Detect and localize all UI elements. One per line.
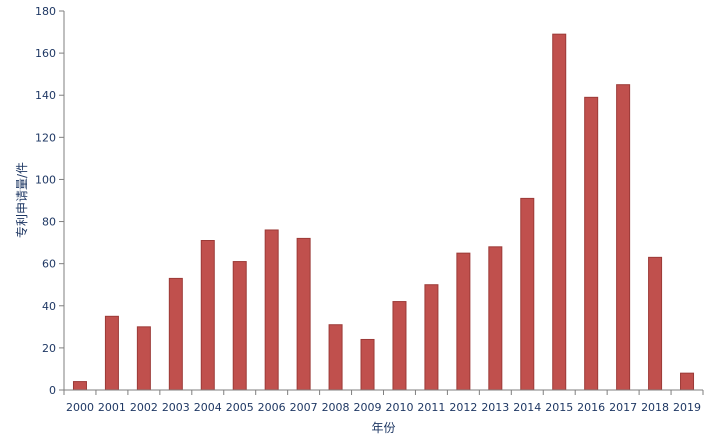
bar-2000	[72, 381, 87, 391]
bar-2011	[424, 284, 439, 391]
y-tick-label: 0	[49, 384, 56, 397]
bars-group	[72, 33, 695, 391]
x-tick-label: 2019	[673, 401, 701, 414]
bar-2009	[360, 338, 375, 391]
bar-2005	[232, 261, 247, 391]
bar-2002	[136, 326, 151, 391]
bar-2001	[104, 315, 119, 391]
x-tick-label: 2011	[417, 401, 445, 414]
y-tick-label: 120	[35, 131, 56, 144]
x-tick-label: 2014	[513, 401, 541, 414]
x-tick-label: 2005	[226, 401, 254, 414]
x-tick-label: 2006	[258, 401, 286, 414]
x-axis-ticks: 2000 2001 2002 2003 2004 2005 2006 2007 2008 2009…	[63, 390, 704, 414]
x-tick-label: 2002	[130, 401, 158, 414]
bar-2016	[584, 96, 599, 391]
bar-2014	[520, 197, 535, 391]
bar-2004	[200, 240, 215, 391]
x-axis-title: 年份	[371, 421, 395, 435]
bar-2018	[648, 256, 663, 391]
y-tick-label: 80	[42, 216, 56, 229]
bar-2013	[488, 246, 503, 391]
x-tick-label: 2008	[322, 401, 350, 414]
bar-2010	[392, 301, 407, 391]
x-tick-label: 2017	[609, 401, 637, 414]
x-tick-label: 2001	[98, 401, 126, 414]
x-tick-label: 2009	[354, 401, 382, 414]
y-tick-label: 100	[35, 173, 56, 186]
y-tick-label: 40	[42, 300, 56, 313]
x-tick-label: 2004	[194, 401, 222, 414]
bar-2019	[680, 372, 695, 391]
x-tick-label: 2018	[641, 401, 669, 414]
x-tick-label: 2015	[545, 401, 573, 414]
x-tick-label: 2012	[449, 401, 477, 414]
x-tick-label: 2000	[66, 401, 94, 414]
y-tick-label: 140	[35, 89, 56, 102]
bar-2012	[456, 252, 471, 391]
bar-2017	[616, 84, 631, 391]
x-tick-label: 2016	[577, 401, 605, 414]
x-tick-label: 2007	[290, 401, 318, 414]
bar-2007	[296, 237, 311, 391]
bar-2003	[168, 277, 183, 391]
x-tick-label: 2010	[385, 401, 413, 414]
y-tick-label: 160	[35, 47, 56, 60]
x-tick-label: 2013	[481, 401, 509, 414]
y-tick-label: 180	[35, 5, 56, 18]
bar-2015	[552, 33, 567, 391]
y-axis-ticks: 0 20 40 60 80 100 120 140 160 180	[35, 5, 64, 397]
y-tick-label: 20	[42, 342, 56, 355]
x-tick-label: 2003	[162, 401, 190, 414]
y-axis-title: 专利申请量/件	[14, 162, 29, 238]
y-tick-label: 60	[42, 258, 56, 271]
bar-2006	[264, 229, 279, 391]
bar-2008	[328, 324, 343, 391]
